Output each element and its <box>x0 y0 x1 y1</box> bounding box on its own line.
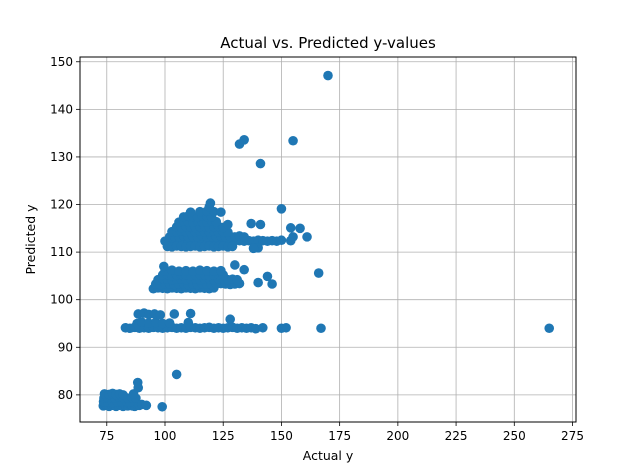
x-tick-label: 150 <box>270 429 293 443</box>
y-tick-label: 130 <box>50 150 73 164</box>
data-point <box>216 265 226 276</box>
data-point <box>141 400 152 411</box>
data-point <box>251 323 261 334</box>
data-point <box>209 266 219 276</box>
data-point <box>232 274 242 285</box>
data-point <box>230 260 240 270</box>
data-point <box>171 369 182 380</box>
data-point <box>302 232 312 242</box>
data-point <box>159 261 169 272</box>
x-tick-label: 175 <box>328 429 351 443</box>
data-point <box>239 232 249 242</box>
data-point <box>248 243 259 254</box>
data-point <box>169 309 180 319</box>
data-points <box>98 70 555 412</box>
x-tick-label: 225 <box>445 429 468 443</box>
data-point <box>195 206 205 217</box>
data-point <box>118 390 128 400</box>
x-axis-ticks: 75 100 125 150 175 200 225 250 275 <box>99 422 584 443</box>
y-tick-label: 140 <box>50 102 73 116</box>
data-point <box>281 322 291 333</box>
data-point <box>174 266 184 276</box>
data-point <box>155 310 166 320</box>
data-point <box>544 323 555 334</box>
data-point <box>239 264 249 275</box>
x-tick-label: 275 <box>561 429 584 443</box>
grid-lines <box>80 57 576 422</box>
data-point <box>157 401 168 412</box>
data-point <box>143 318 154 328</box>
y-tick-label: 150 <box>50 55 73 69</box>
data-point <box>285 223 296 233</box>
x-tick-label: 75 <box>99 429 114 443</box>
x-tick-label: 200 <box>386 429 409 443</box>
y-tick-label: 80 <box>58 388 73 402</box>
data-point <box>150 317 161 328</box>
data-point <box>183 317 194 328</box>
data-point <box>316 323 326 334</box>
y-tick-label: 120 <box>50 198 73 212</box>
chart-title: Actual vs. Predicted y-values <box>220 34 436 52</box>
data-point <box>223 219 233 230</box>
x-tick-label: 125 <box>212 429 235 443</box>
x-tick-label: 100 <box>154 429 177 443</box>
data-point <box>234 139 245 149</box>
y-axis-label: Predicted y <box>23 204 38 275</box>
data-point <box>288 135 298 146</box>
data-point <box>313 268 324 278</box>
data-point <box>205 198 216 208</box>
data-point <box>253 277 263 288</box>
data-point <box>157 318 168 329</box>
data-point <box>246 218 256 229</box>
x-tick-label: 250 <box>503 429 526 443</box>
data-point <box>136 317 147 327</box>
data-point <box>185 308 196 319</box>
data-point <box>227 241 238 252</box>
axes-frame <box>79 56 577 423</box>
data-point <box>288 232 298 242</box>
data-point <box>216 207 226 217</box>
data-point <box>132 377 143 388</box>
data-point <box>188 266 198 276</box>
data-point <box>225 314 235 325</box>
data-point <box>276 204 287 214</box>
data-point <box>255 158 266 169</box>
data-point <box>181 265 191 276</box>
y-tick-label: 110 <box>50 245 73 259</box>
data-point <box>267 279 277 289</box>
data-point <box>164 318 175 328</box>
data-point <box>257 322 268 333</box>
data-point <box>262 271 273 282</box>
data-point <box>167 265 177 275</box>
data-point <box>255 219 266 230</box>
data-point <box>185 207 196 217</box>
data-point <box>276 235 287 246</box>
y-tick-label: 90 <box>58 340 73 354</box>
y-axis-ticks: 80 90 100 110 120 130 140 150 <box>50 55 80 402</box>
data-point <box>323 70 333 81</box>
data-point <box>202 265 212 276</box>
data-point <box>295 223 305 234</box>
x-axis-label: Actual y <box>303 448 354 463</box>
data-point <box>195 265 205 275</box>
y-tick-label: 100 <box>50 293 73 307</box>
